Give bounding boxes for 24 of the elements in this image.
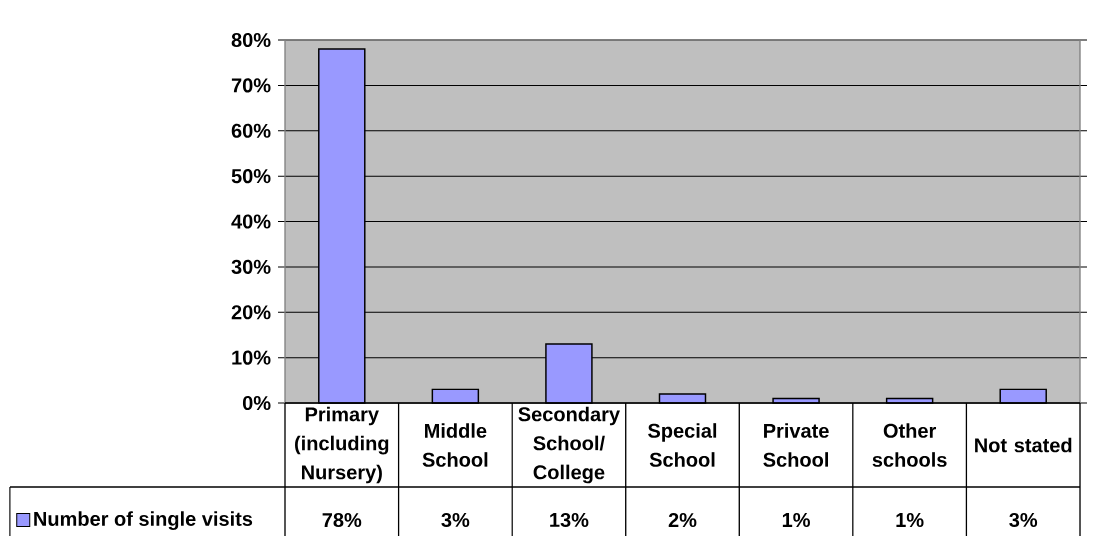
x-tick-label: Primary (including Nursery) — [295, 406, 389, 484]
x-tick-label: Private School — [763, 423, 829, 467]
data-label: 1% — [782, 512, 810, 528]
y-tick-label: 40% — [231, 214, 271, 229]
data-label: 1% — [896, 512, 924, 528]
y-tick-label: 30% — [231, 259, 271, 274]
data-label: 3% — [1009, 512, 1038, 528]
data-label: 2% — [668, 512, 697, 528]
y-tick-label: 10% — [232, 350, 271, 365]
data-label: 3% — [441, 512, 470, 528]
y-tick-label: 20% — [231, 305, 271, 320]
x-tick-label: Middle School — [422, 423, 488, 467]
legend-label: Number of single visits — [34, 511, 253, 530]
y-tick-label: 80% — [231, 32, 271, 48]
x-tick-label: Not stated — [975, 437, 1072, 453]
data-label: 78% — [322, 512, 362, 528]
y-tick-label: 0% — [242, 395, 271, 411]
y-tick-label: 60% — [231, 123, 271, 138]
data-label: 13% — [550, 512, 589, 528]
x-tick-label: Special School — [648, 423, 717, 467]
y-tick-label: 70% — [231, 78, 271, 93]
y-tick-label: 50% — [231, 169, 271, 184]
x-tick-label: Secondary School/ College — [518, 406, 620, 484]
x-tick-label: Other schools — [872, 423, 947, 467]
